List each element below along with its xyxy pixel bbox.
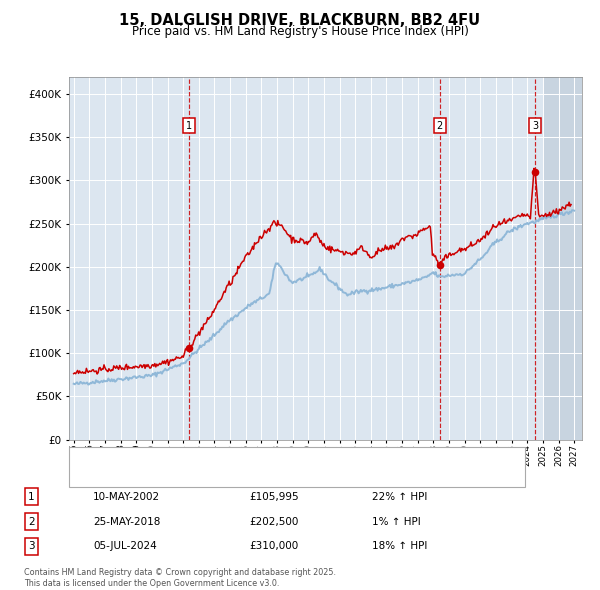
Text: 10-MAY-2002: 10-MAY-2002 <box>93 492 160 502</box>
Text: 15, DALGLISH DRIVE, BLACKBURN, BB2 4FU (detached house): 15, DALGLISH DRIVE, BLACKBURN, BB2 4FU (… <box>108 453 413 463</box>
Text: 15, DALGLISH DRIVE, BLACKBURN, BB2 4FU: 15, DALGLISH DRIVE, BLACKBURN, BB2 4FU <box>119 13 481 28</box>
Text: 05-JUL-2024: 05-JUL-2024 <box>93 542 157 551</box>
Bar <box>543 77 600 440</box>
Text: 2: 2 <box>437 121 443 130</box>
Text: 25-MAY-2018: 25-MAY-2018 <box>93 517 160 526</box>
Text: 22% ↑ HPI: 22% ↑ HPI <box>372 492 427 502</box>
Text: Contains HM Land Registry data © Crown copyright and database right 2025.
This d: Contains HM Land Registry data © Crown c… <box>24 568 336 588</box>
Text: 1: 1 <box>186 121 192 130</box>
Text: 1: 1 <box>28 492 35 502</box>
Text: £310,000: £310,000 <box>249 542 298 551</box>
Text: 3: 3 <box>28 542 35 551</box>
Text: 3: 3 <box>532 121 538 130</box>
Text: 18% ↑ HPI: 18% ↑ HPI <box>372 542 427 551</box>
Text: £202,500: £202,500 <box>249 517 298 526</box>
Text: 1% ↑ HPI: 1% ↑ HPI <box>372 517 421 526</box>
Text: Price paid vs. HM Land Registry's House Price Index (HPI): Price paid vs. HM Land Registry's House … <box>131 25 469 38</box>
Text: £105,995: £105,995 <box>249 492 299 502</box>
Text: HPI: Average price, detached house, Blackburn with Darwen: HPI: Average price, detached house, Blac… <box>108 470 403 480</box>
Text: 2: 2 <box>28 517 35 526</box>
